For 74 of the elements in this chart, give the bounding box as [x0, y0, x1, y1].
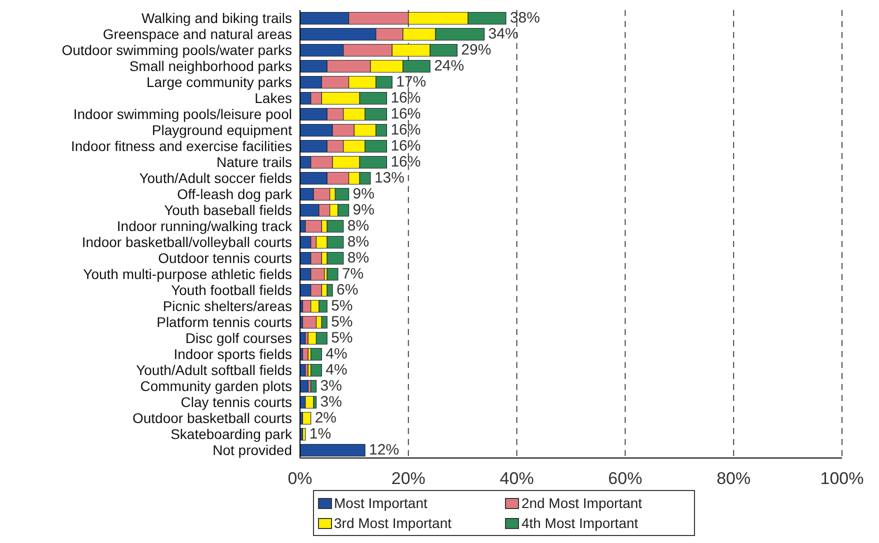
total-label: 7% — [342, 266, 364, 283]
total-label: 16% — [390, 106, 421, 123]
total-label: 12% — [369, 442, 400, 459]
total-label: 3% — [320, 378, 342, 395]
y-tick-label: Small neighborhood parks — [129, 58, 292, 74]
bar — [300, 444, 366, 457]
y-tick-label: Skateboarding park — [170, 426, 293, 442]
y-tick-label: Indoor basketball/volleyball courts — [82, 234, 292, 250]
y-tick-label: Nature trails — [216, 154, 292, 170]
total-label: 3% — [320, 394, 342, 411]
y-tick-label: Playground equipment — [152, 122, 292, 138]
total-label: 29% — [461, 42, 492, 59]
total-label: 5% — [331, 298, 353, 315]
bar — [310, 348, 322, 361]
total-label: 13% — [374, 170, 404, 187]
total-label: 8% — [347, 218, 370, 235]
total-label: 38% — [510, 10, 540, 27]
total-label: 16% — [390, 122, 421, 139]
y-tick-label: Youth baseball fields — [164, 202, 292, 218]
bar — [302, 348, 308, 361]
legend-label: 3rd Most Important — [333, 514, 452, 533]
y-tick-label: Indoor sports fields — [174, 346, 292, 362]
total-label: 4% — [326, 346, 348, 363]
x-tick-label: 40% — [500, 469, 534, 488]
legend-label: Most Important — [333, 494, 428, 513]
total-label: 34% — [488, 26, 518, 43]
total-label: 16% — [390, 138, 421, 155]
y-tick-label: Indoor running/walking track — [116, 218, 293, 234]
x-tick-label: 80% — [716, 469, 751, 488]
x-tick-label: 20% — [391, 469, 426, 488]
total-label: 17% — [396, 74, 426, 91]
total-label: 8% — [347, 250, 370, 267]
y-tick-label: Not provided — [212, 442, 292, 458]
y-tick-label: Outdoor basketball courts — [132, 410, 292, 426]
y-tick-label: Off-leash dog park — [177, 186, 293, 202]
total-label: 5% — [331, 330, 353, 347]
y-tick-label: Youth football fields — [171, 282, 292, 298]
y-tick-label: Youth/Adult softball fields — [136, 362, 292, 378]
y-tick-label: Youth/Adult soccer fields — [139, 170, 292, 186]
total-label: 16% — [390, 154, 421, 171]
y-tick-label: Greenspace and natural areas — [102, 26, 292, 42]
total-label: 9% — [352, 186, 374, 203]
y-tick-label: Large community parks — [146, 74, 292, 90]
x-tick-label: 60% — [608, 469, 642, 488]
total-label: 24% — [434, 58, 464, 75]
y-tick-label: Indoor swimming pools/leisure pool — [73, 106, 292, 122]
total-label: 9% — [352, 202, 374, 219]
legend-label: 4th Most Important — [520, 514, 640, 533]
y-tick-label: Outdoor tennis courts — [158, 250, 292, 266]
y-tick-label: Outdoor swimming pools/water parks — [62, 42, 292, 58]
total-label: 5% — [331, 314, 353, 331]
y-tick-label: Community garden plots — [140, 378, 292, 394]
y-tick-label: Picnic shelters/areas — [162, 298, 292, 314]
total-label: 4% — [326, 362, 348, 379]
y-tick-label: Clay tennis courts — [180, 394, 292, 410]
y-tick-label: Disc golf courses — [185, 330, 292, 346]
total-label: 2% — [314, 410, 337, 427]
y-tick-label: Platform tennis courts — [156, 314, 292, 330]
y-tick-label: Walking and biking trails — [142, 10, 292, 26]
bar — [302, 412, 312, 425]
total-label: 1% — [309, 426, 332, 443]
x-tick-label: 100% — [820, 469, 864, 488]
total-label: 8% — [347, 234, 370, 251]
total-label: 16% — [390, 90, 421, 107]
y-tick-label: Indoor fitness and exercise facilities — [71, 138, 292, 154]
y-tick-label: Lakes — [254, 90, 292, 106]
legend-label: 2nd Most Important — [520, 494, 644, 513]
total-label: 6% — [336, 282, 358, 299]
bar — [310, 364, 322, 377]
y-tick-label: Youth multi-purpose athletic fields — [83, 266, 292, 282]
bar — [326, 268, 338, 281]
bar — [302, 428, 306, 441]
bar — [310, 380, 317, 393]
x-tick-label: 0% — [288, 469, 312, 488]
